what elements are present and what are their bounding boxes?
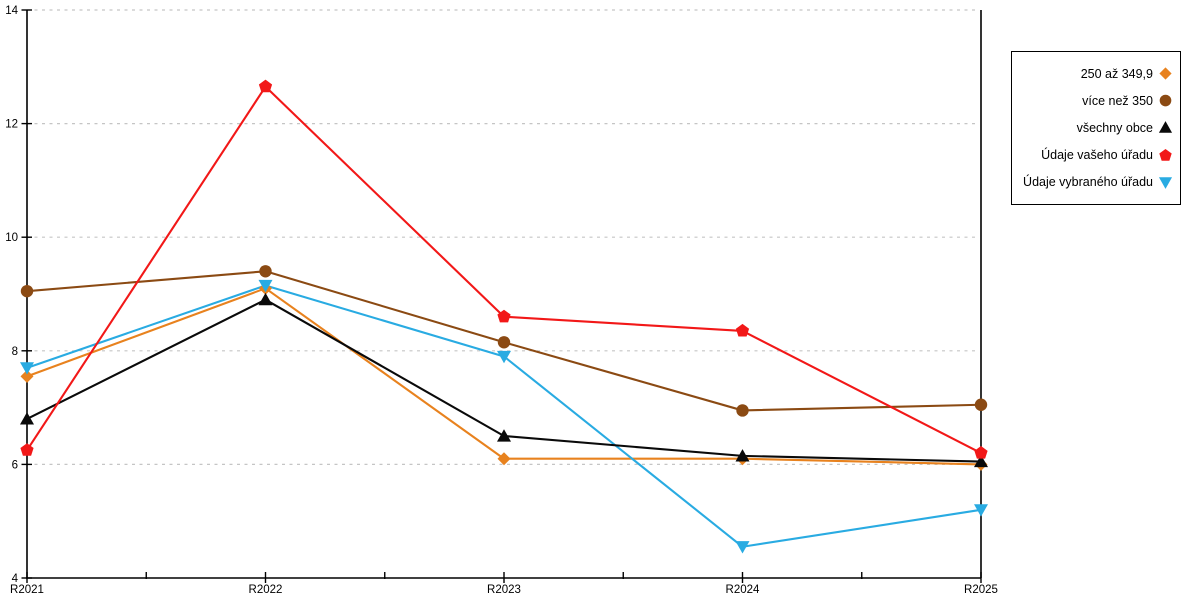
data-point-5-R2025 — [974, 504, 988, 517]
data-point-2-R2025 — [974, 398, 988, 411]
data-point-4-R2025 — [974, 446, 988, 459]
data-point-5-R2021 — [20, 362, 34, 375]
legend-item-5: Údaje vybraného úřadu — [1016, 175, 1173, 190]
x-tick-label-R2022: R2022 — [249, 584, 283, 596]
legend-item-2: více než 350 — [1016, 93, 1173, 108]
data-point-2-R2024 — [736, 404, 749, 417]
data-point-3-R2021 — [20, 412, 34, 425]
data-point-5-R2022 — [258, 279, 273, 293]
legend-label: Údaje vybraného úřadu — [1023, 175, 1153, 190]
legend-box: 250 až 349,9 více než 350 všechny obce Údaj… — [1011, 51, 1181, 205]
data-point-2-R2023 — [497, 336, 511, 349]
legend-label: všechny obce — [1076, 120, 1153, 135]
y-tick-label-10: 10 — [5, 232, 18, 244]
data-point-4-R2024 — [735, 323, 750, 337]
legend-item-3: všechny obce — [1016, 120, 1173, 135]
legend-item-4: Údaje vašeho úřadu — [1016, 148, 1173, 163]
y-tick-label-14: 14 — [5, 5, 18, 17]
y-tick-label-8: 8 — [12, 346, 18, 358]
data-point-3-R2025 — [974, 454, 988, 468]
diamond-icon — [1159, 67, 1172, 80]
data-point-4-R2021 — [20, 443, 34, 456]
data-point-4-R2022 — [258, 79, 273, 93]
x-tick-label-R2024: R2024 — [726, 584, 760, 596]
data-point-4-R2023 — [497, 309, 511, 323]
pentagon-icon — [1159, 148, 1172, 161]
legend-label: Údaje vašeho úřadu — [1041, 148, 1153, 163]
data-point-3-R2023 — [497, 429, 511, 442]
data-point-3-R2022 — [258, 292, 273, 306]
x-tick-label-R2025: R2025 — [964, 584, 998, 596]
data-point-3-R2024 — [735, 449, 750, 462]
data-point-5-R2024 — [735, 541, 750, 554]
series-line-5 — [25, 284, 983, 548]
y-tick-label-12: 12 — [5, 119, 18, 131]
series-line-4 — [25, 85, 983, 455]
x-tick-label-R2023: R2023 — [487, 584, 521, 596]
data-point-2-R2022 — [259, 265, 272, 278]
legend-label: více než 350 — [1082, 93, 1153, 108]
data-point-1-R2021 — [20, 369, 34, 383]
y-tick-label-4: 4 — [12, 573, 19, 585]
triangle-down-icon — [1158, 177, 1173, 189]
data-point-2-R2021 — [20, 284, 34, 298]
legend-item-1: 250 až 349,9 — [1016, 66, 1173, 81]
triangle-up-icon — [1158, 121, 1173, 134]
circle-icon — [1159, 94, 1172, 107]
data-point-1-R2023 — [497, 452, 511, 466]
legend-label: 250 až 349,9 — [1080, 66, 1153, 81]
data-point-5-R2023 — [497, 350, 511, 364]
y-tick-label-6: 6 — [12, 459, 18, 471]
x-tick-label-R2021: R2021 — [10, 584, 44, 596]
